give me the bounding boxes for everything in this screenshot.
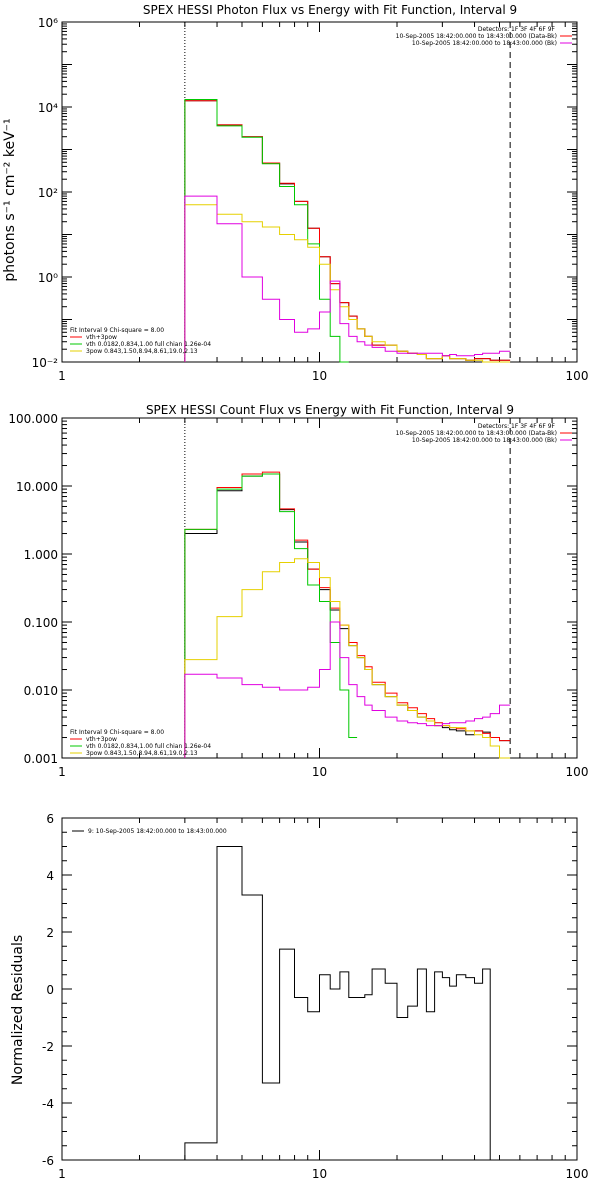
count-legend-detectors: Detectors: 1F 3F 4F 6F 9F [478,423,556,430]
y-tick-label: 0 [46,983,54,997]
count-legend-fit-interval: Fit Interval 9 Chi-square = 8.00 [70,729,164,736]
series-line-3 [184,204,511,363]
photon-legend-fit-interval: Fit Interval 9 Chi-square = 8.00 [70,327,164,334]
x-tick-label: 100 [566,765,589,779]
photon-legend-vth: vth 0.0182,0.834,1.00 full chian 1.26e-0… [86,341,211,348]
count-legend-vth3pow: vth+3pow [86,736,117,743]
x-tick-label: 100 [566,1167,589,1181]
residuals-ylabel: Normalized Residuals [10,935,26,1085]
y-tick-label: 10.000 [16,480,58,494]
y-tick-label: 1.000 [24,548,58,562]
photon-legend-vth3pow: vth+3pow [86,334,117,341]
series-line-0 [184,473,511,758]
y-tick-label: 4 [46,869,54,883]
y-tick-label: -2 [42,1040,54,1054]
y-tick-label: 10⁰ [38,271,58,285]
count-legend-data-bk: 10-Sep-2005 18:42:00.000 to 18:43:00.000… [396,430,557,437]
photon-legend-data-bk: 10-Sep-2005 18:42:00.000 to 18:43:00.000… [396,33,557,40]
count-flux-title: SPEX HESSI Count Flux vs Energy with Fit… [146,403,514,417]
photon-legend-3pow: 3pow 0.843,1.50,8.94,8.61,19.0,2.13 [86,348,198,355]
residuals-legend-interval: 9: 10-Sep-2005 18:42:00.000 to 18:43:00.… [88,828,227,835]
count-legend-vth: vth 0.0182,0.834,1.00 full chian 1.26e-0… [86,743,211,750]
photon-flux-title: SPEX HESSI Photon Flux vs Energy with Fi… [143,3,517,17]
y-tick-label: 10⁴ [38,101,58,115]
y-tick-label: 0.001 [24,752,58,766]
photon-flux-plot-frame [61,21,578,363]
series-line-4 [184,621,511,758]
x-tick-label: 10 [312,1167,327,1181]
x-tick-label: 10 [312,369,327,383]
y-tick-label: 10⁶ [38,16,58,30]
photon-flux-panel: SPEX HESSI Photon Flux vs Energy with Fi… [2,3,588,383]
residuals-panel: Normalized Residuals 1 10 100 -6 -4 -2 0 2 4 6 9:… [10,812,588,1181]
photon-legend-detectors: Detectors: 1F 3F 4F 6F 9F [478,26,556,33]
y-tick-label: 6 [46,812,54,826]
photon-legend-bk: 10-Sep-2005 18:42:00.000 to 18:43:00.000… [412,40,557,47]
x-tick-label: 1 [58,1167,66,1181]
series-line-0 [184,100,511,362]
y-tick-label: 100.000 [8,412,58,426]
series-line-1 [184,100,511,362]
photon-flux-ylabel: photons s⁻¹ cm⁻² keV⁻¹ [2,118,18,281]
series-line-2 [184,473,358,758]
x-tick-label: 100 [566,369,589,383]
y-tick-label: 0.010 [24,684,58,698]
x-tick-label: 1 [58,765,66,779]
y-tick-label: 2 [46,926,54,940]
series-line-3 [184,558,511,759]
series-line-1 [184,471,511,758]
count-legend-3pow: 3pow 0.843,1.50,8.94,8.61,19.0,2.13 [86,750,198,757]
y-tick-label: 10⁻² [32,356,59,370]
series-line-4 [184,195,511,362]
series-line-2 [184,99,349,363]
count-flux-panel: SPEX HESSI Count Flux vs Energy with Fit… [8,403,588,779]
series-line-0 [184,846,511,1161]
x-tick-label: 1 [58,369,66,383]
count-legend-bk: 10-Sep-2005 18:42:00.000 to 18:43:00.000… [412,437,557,444]
y-tick-label: -4 [42,1097,54,1111]
y-tick-label: 0.100 [24,616,58,630]
y-tick-label: 10² [38,186,58,200]
x-tick-label: 10 [312,765,327,779]
y-tick-label: -6 [42,1154,54,1168]
